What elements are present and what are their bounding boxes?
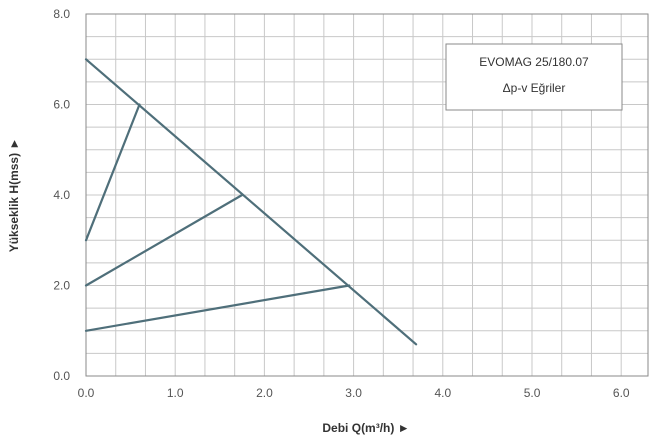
legend-subtitle: Δp-v Eğriler bbox=[503, 81, 566, 95]
y-tick-labels: 0.0 2.0 4.0 6.0 8.0 bbox=[53, 7, 70, 383]
x-tick-label: 1.0 bbox=[167, 386, 184, 400]
y-tick-label: 0.0 bbox=[53, 369, 70, 383]
x-axis-title: Debi Q(m³/h) ► bbox=[322, 421, 409, 435]
grid bbox=[86, 14, 648, 376]
y-tick-label: 8.0 bbox=[53, 7, 70, 21]
series-line-2 bbox=[84, 103, 141, 242]
x-tick-label: 3.0 bbox=[345, 386, 362, 400]
legend-box-frame bbox=[445, 43, 623, 111]
x-tick-label: 6.0 bbox=[613, 386, 630, 400]
series-group bbox=[84, 58, 418, 346]
y-tick-label: 6.0 bbox=[53, 98, 70, 112]
legend-title: EVOMAG 25/180.07 bbox=[479, 55, 589, 69]
x-tick-labels: 0.0 1.0 2.0 3.0 4.0 5.0 6.0 bbox=[78, 386, 630, 400]
legend-box: EVOMAG 25/180.07 Δp-v Eğriler bbox=[445, 43, 623, 111]
x-tick-label: 2.0 bbox=[256, 386, 273, 400]
plot-border bbox=[85, 13, 649, 377]
x-tick-label: 5.0 bbox=[524, 386, 541, 400]
y-tick-label: 2.0 bbox=[53, 279, 70, 293]
series-line-3 bbox=[84, 193, 244, 287]
x-tick-label: 4.0 bbox=[434, 386, 451, 400]
series-line-1 bbox=[84, 58, 418, 346]
series-line-4 bbox=[84, 284, 351, 332]
y-tick-label: 4.0 bbox=[53, 188, 70, 202]
x-tick-label: 0.0 bbox=[78, 386, 95, 400]
y-axis-title: Yükseklik H(mss) ► bbox=[7, 138, 21, 253]
